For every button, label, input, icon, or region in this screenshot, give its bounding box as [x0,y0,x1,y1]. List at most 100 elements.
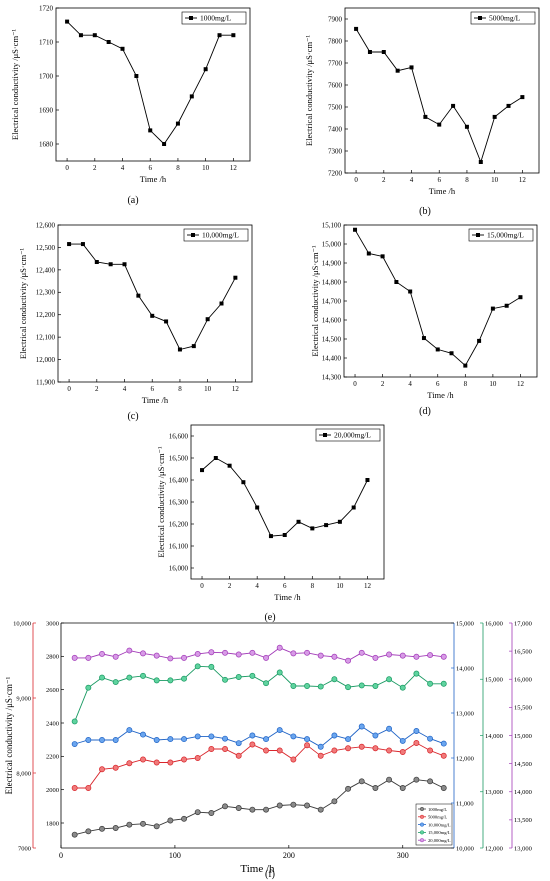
data-point [71,741,78,748]
data-point [317,806,324,813]
legend-label: 10,000mg/L [428,822,451,828]
data-point [153,759,160,766]
data-point [263,747,269,754]
panel-d: 0 2 4 6 8 10 12 14,300 14,400 14,500 14,600 14,700 1… [310,221,538,417]
y-tick-label: 7400 [328,125,343,133]
data-point [317,683,324,690]
data-point [409,65,414,70]
series-3 [71,663,447,725]
data-point [427,747,434,754]
data-point [413,728,420,734]
data-point [290,683,297,689]
data-point [249,672,256,679]
y-axis-label: Electrical conductivity /μS·cm⁻¹ [310,245,320,357]
data-point [427,778,434,785]
y-tick-label: 2000 [46,787,59,794]
y-tick-label: 10,000 [13,620,31,627]
y-tick-label: 13,000 [514,845,532,852]
y-tick-label: 3000 [46,620,59,627]
data-point [140,731,146,738]
data-point [194,663,201,670]
series-line [74,725,444,748]
y-tick-label: 14,600 [322,316,342,324]
data-point [208,733,215,740]
data-point [249,649,256,656]
x-tick-label: 300 [397,851,409,860]
x-tick-label: 4 [123,385,127,393]
data-point [85,654,92,661]
data-point [208,746,215,752]
x-tick-label: 6 [150,385,154,393]
series-2 [71,723,447,750]
x-tick-label: 0 [65,164,69,172]
data-point [386,725,393,732]
data-point [67,242,72,247]
axis-y1000: 1800 2000 2200 2400 2600 2800 3000 [46,620,64,848]
data-point [126,760,133,767]
data-point [99,825,105,832]
data-point [106,40,111,44]
legend-label: 10,000mg/L [202,231,239,240]
data-point [177,347,182,352]
x-tick-label: 100 [169,851,181,860]
data-point [380,254,385,259]
data-point [304,736,311,743]
y-tick-label: 13,000 [485,789,503,796]
data-point [427,680,434,687]
legend-marker [419,830,425,835]
y-tick-label: 16,600 [169,432,189,440]
data-point [235,674,242,680]
data-point [150,313,155,318]
data-point [126,674,133,681]
axis-y10000: 10,000 11,000 12,000 13,000 14,000 15,000 [451,620,474,852]
data-point [153,677,160,684]
data-point [241,480,246,485]
data-point [358,778,365,785]
data-point [395,68,400,73]
data-point [358,743,365,750]
y-tick-label: 14,400 [322,354,342,362]
data-point [290,801,297,808]
data-point [235,805,242,811]
y-tick-label: 15,000 [456,620,474,627]
series-line [355,28,523,164]
x-tick-label: 4 [255,582,259,590]
data-point [235,752,242,759]
data-point [140,820,146,827]
x-tick-label: 0 [67,385,71,393]
x-tick-label: 2 [382,176,386,184]
data-point [367,50,372,54]
data-point [213,456,218,460]
data-point [282,533,287,537]
data-point [276,727,283,734]
y-tick-label: 14,700 [322,297,342,305]
y-tick-label: 16,100 [169,542,189,550]
y-tick-label: 16,000 [514,677,532,684]
y-tick-label: 1700 [39,72,54,80]
data-point [421,336,426,341]
data-point [345,684,352,691]
data-point [167,817,174,824]
y-tick-label: 12,500 [36,244,56,252]
x-tick-label: 8 [465,176,469,184]
data-point [191,344,196,349]
data-point [304,802,311,809]
x-axis-label: Time /h [240,863,275,875]
data-point [506,103,511,108]
data-point [381,50,386,54]
y-tick-label: 11,000 [456,800,474,807]
data-point [351,505,356,510]
y-tick-label: 7700 [328,59,343,67]
data-point [203,67,208,72]
data-point [304,683,311,689]
legend-marker [189,16,193,20]
data-point [399,737,406,744]
legend-box [181,11,247,25]
legend-marker [476,233,480,237]
data-point [399,684,406,691]
y-tick-label: 12,200 [36,311,56,319]
data-point [112,653,119,660]
data-point [148,128,153,133]
legend-label: 20,000mg/L [334,431,371,440]
data-point [167,736,174,743]
